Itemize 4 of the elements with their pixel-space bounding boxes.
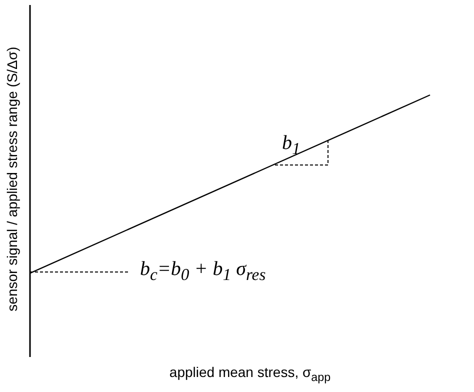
x-axis-title: applied mean stress, σ$_{app}$ xyxy=(168,364,332,384)
y-axis-title: sensor signal / applied stress range (S/Δσ) xyxy=(4,46,20,314)
annotation: b$_{1}$ xyxy=(282,132,300,159)
annotation: b$_{c}$=b$_{0}$ + b$_{1}$ σ$_{res}$ xyxy=(140,258,266,285)
